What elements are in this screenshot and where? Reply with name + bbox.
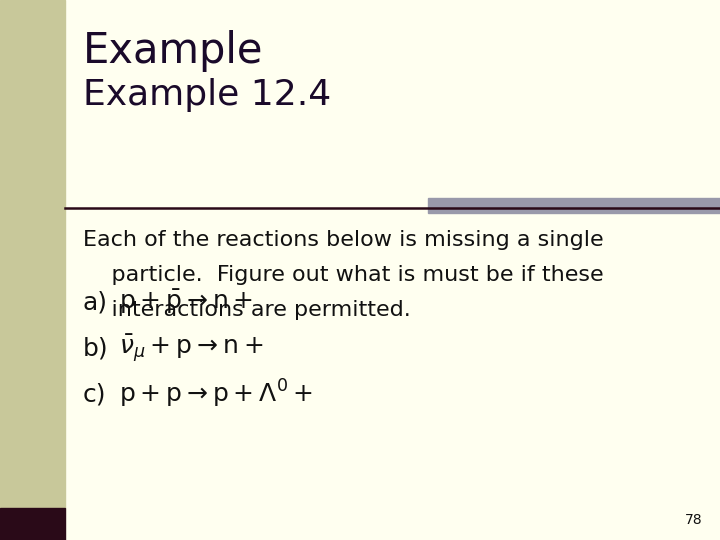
- Text: c): c): [83, 382, 107, 406]
- Text: 78: 78: [685, 512, 702, 526]
- Text: Example 12.4: Example 12.4: [83, 78, 331, 112]
- Text: Example: Example: [83, 30, 264, 72]
- Text: b): b): [83, 336, 109, 360]
- Text: a): a): [83, 291, 108, 314]
- Text: interactions are permitted.: interactions are permitted.: [83, 300, 410, 320]
- Text: Each of the reactions below is missing a single: Each of the reactions below is missing a…: [83, 230, 603, 249]
- Text: particle.  Figure out what is must be if these: particle. Figure out what is must be if …: [83, 265, 603, 285]
- Bar: [0, 508, 65, 540]
- Text: $\rm p + \bar{p} \rightarrow n +$: $\rm p + \bar{p} \rightarrow n +$: [119, 288, 253, 316]
- Text: $\bar{\nu}_{\mu} + \rm p \rightarrow n +$: $\bar{\nu}_{\mu} + \rm p \rightarrow n +…: [119, 333, 263, 364]
- Bar: [0, 0, 65, 508]
- Text: $\rm p + p \rightarrow p + \Lambda^{0} +$: $\rm p + p \rightarrow p + \Lambda^{0} +…: [119, 378, 312, 410]
- Bar: [428, 198, 720, 213]
